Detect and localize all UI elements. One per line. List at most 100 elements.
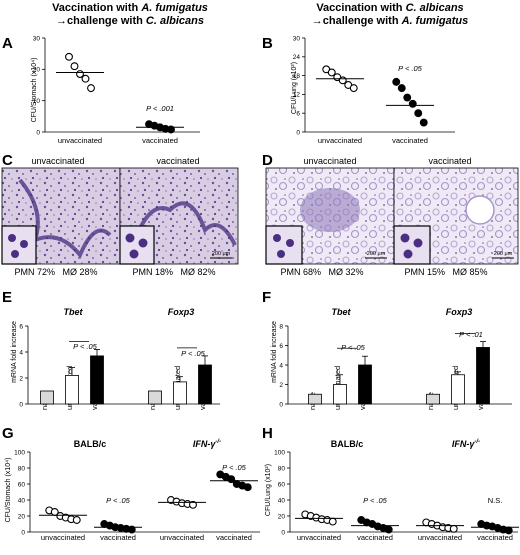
gene-e-foxp3: Foxp3 xyxy=(168,307,195,317)
strain-g-ifn: IFN-γ-/- xyxy=(193,439,221,449)
sig-g2: P < .05 xyxy=(222,463,247,472)
cell-icon xyxy=(277,250,285,258)
panel-label-g: G xyxy=(2,425,14,442)
panel-label-h: H xyxy=(262,425,273,442)
bar xyxy=(451,374,465,405)
panel-label-e: E xyxy=(2,289,12,306)
histology-panel-d: 200 μm 200 μm unvaccinated vaccinated PM… xyxy=(265,156,519,277)
data-point xyxy=(392,77,401,86)
cell-icon xyxy=(125,233,135,243)
bar xyxy=(173,381,187,405)
y-tick-label-h: 0 xyxy=(281,529,285,536)
cell-icon xyxy=(8,234,16,242)
y-tick-label-e: 2 xyxy=(19,375,23,382)
left-header-line1: Vaccination with A. fumigatus xyxy=(52,2,208,14)
panel-label-a: A xyxy=(2,35,13,52)
y-tick-label-b: 0 xyxy=(296,129,300,136)
charts-layer: 0102030061218243002040608010002040608010… xyxy=(14,35,519,536)
data-point xyxy=(397,84,406,93)
histology-d-right-alveolus xyxy=(465,195,495,225)
histology-c-right-inset xyxy=(119,225,155,265)
y-tick-label-f: 0 xyxy=(279,401,283,408)
histology-panel-c: 200 μm unvaccinated vaccinated PMN 72% M… xyxy=(1,156,239,277)
cat-g-unvacc2: unvaccinated xyxy=(160,533,204,542)
y-tick-label-g: 20 xyxy=(18,513,26,520)
y-tick-label-h: 20 xyxy=(278,513,286,520)
y-tick-label-g: 60 xyxy=(18,481,26,488)
bar xyxy=(333,384,347,405)
histology-d-left-inset xyxy=(265,225,303,265)
cat-b-unvacc: unvaccinated xyxy=(318,136,362,145)
data-point xyxy=(328,517,337,526)
data-point xyxy=(349,84,358,93)
data-point xyxy=(189,500,197,509)
panel-label-f: F xyxy=(262,289,271,306)
cat-h-vacc1: vaccinated xyxy=(357,533,393,542)
histology-c-left-inset xyxy=(1,225,37,265)
histology-c-right-image xyxy=(119,167,239,265)
cat-g-unvacc1: unvaccinated xyxy=(41,533,85,542)
sig-h2: N.S. xyxy=(488,496,503,505)
cell-icon xyxy=(11,250,19,258)
y-tick-label-a: 10 xyxy=(33,98,41,105)
y-tick-label-b: 30 xyxy=(293,35,301,42)
strain-h-balb: BALB/c xyxy=(331,439,364,449)
y-tick-label-e: 6 xyxy=(19,323,23,330)
cell-icon xyxy=(20,240,28,248)
bar xyxy=(426,393,440,405)
data-point xyxy=(384,525,393,534)
bar xyxy=(308,393,322,405)
histology-d-right-title: vaccinated xyxy=(428,156,471,166)
data-point xyxy=(81,74,90,83)
sig-a: P < .001 xyxy=(146,104,174,113)
histology-c-left-fold xyxy=(18,178,112,259)
histology-c-left-caption: PMN 72% MØ 28% xyxy=(14,267,97,277)
histology-d-right-caption: PMN 15% MØ 85% xyxy=(404,267,487,277)
panel-label-b: B xyxy=(262,35,273,52)
data-point xyxy=(403,93,412,102)
y-tick-label-h: 60 xyxy=(278,481,286,488)
histology-c-right-caption: PMN 18% MØ 82% xyxy=(132,267,215,277)
cell-icon xyxy=(129,249,139,259)
y-tick-label-e: 0 xyxy=(19,401,23,408)
scale-bar-label-d1: 200 μm xyxy=(367,251,386,257)
data-point xyxy=(327,68,336,77)
panel-label-c: C xyxy=(2,152,13,169)
ylabel-f: mRNA fold increase xyxy=(271,321,278,383)
data-point xyxy=(87,84,95,93)
y-tick-label-a: 0 xyxy=(36,129,40,136)
y-tick-label-h: 80 xyxy=(278,465,286,472)
data-point xyxy=(419,118,428,127)
left-header-line2: →challenge with C. albicans xyxy=(56,15,204,27)
data-point xyxy=(72,516,81,524)
cell-icon xyxy=(413,238,423,248)
histology-d-right-inset xyxy=(393,225,431,265)
cell-icon xyxy=(403,249,413,259)
y-tick-label-f: 2 xyxy=(279,382,283,389)
data-point xyxy=(449,524,458,533)
cell-icon xyxy=(273,234,281,242)
y-tick-label-g: 100 xyxy=(14,449,25,456)
y-tick-label-b: 18 xyxy=(293,73,301,80)
histology-c-right-fold xyxy=(133,201,237,246)
bar xyxy=(358,364,372,405)
y-tick-label-b: 24 xyxy=(293,54,301,61)
histology-d-left-caption: PMN 68% MØ 32% xyxy=(280,267,363,277)
cat-a-unvacc: unvaccinated xyxy=(58,136,102,145)
y-tick-label-f: 6 xyxy=(279,343,283,350)
ylabel-b: CFU/Lung (x10²) xyxy=(291,62,298,114)
y-tick-label-e: 4 xyxy=(19,349,23,356)
sig-f1: P < .05 xyxy=(341,343,366,352)
y-tick-label-f: 8 xyxy=(279,323,283,330)
cell-icon xyxy=(400,233,410,243)
bar xyxy=(148,390,162,405)
data-point xyxy=(243,483,252,492)
cell-icon xyxy=(286,239,294,247)
sig-f2: P < .01 xyxy=(459,330,483,339)
bar xyxy=(476,347,490,405)
gene-f-foxp3: Foxp3 xyxy=(446,307,473,317)
cat-h-unvacc1: unvaccinated xyxy=(297,533,341,542)
sig-e1: P < .05 xyxy=(73,342,98,351)
cat-h-unvacc2: unvaccinated xyxy=(418,533,462,542)
